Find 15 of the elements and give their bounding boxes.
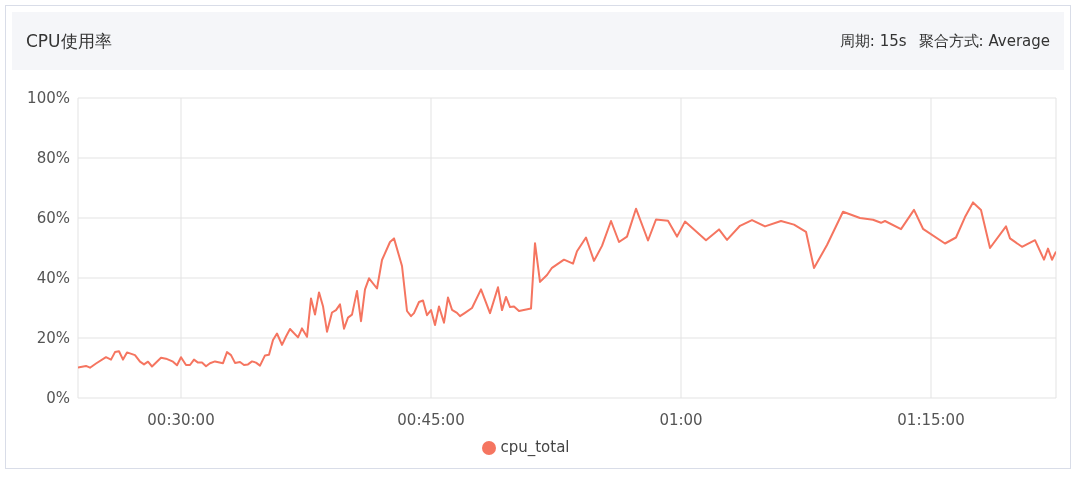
x-tick-label: 00:30:00 [147, 410, 215, 429]
text: 聚合方式: Average [918, 31, 1050, 50]
line-series [78, 201, 1056, 369]
x-tick-label: 01:15:00 [897, 410, 965, 429]
y-tick-label: 40% [36, 269, 70, 288]
y-tick-label: 0% [46, 389, 70, 408]
x-tick-label: 01:00 [659, 410, 703, 429]
y-tick-label: 20% [36, 329, 70, 348]
chart-title: CPU使用率 [26, 29, 112, 53]
text: 周期: 15s [839, 31, 907, 50]
y-tick-label: 80% [36, 149, 70, 168]
legend-label: cpu_total [500, 438, 570, 456]
y-tick-label: 60% [36, 209, 70, 228]
y-tick-label: 100% [27, 89, 70, 108]
x-tick-label: 00:45:00 [397, 410, 465, 429]
